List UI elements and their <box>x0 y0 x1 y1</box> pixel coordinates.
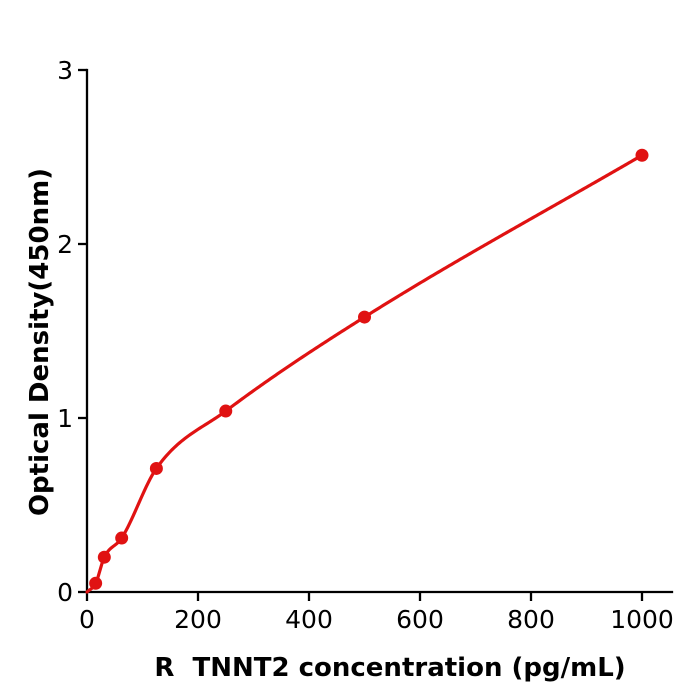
x-axis-ticks: 0 200 400 600 800 1000 <box>79 592 674 634</box>
x-tick-label: 0 <box>79 605 95 634</box>
x-tick-label: 1000 <box>610 605 674 634</box>
x-tick-label: 800 <box>507 605 555 634</box>
y-axis-title: Optical Density(450nm) <box>25 168 55 516</box>
data-point <box>115 531 129 545</box>
x-tick-label: 200 <box>174 605 222 634</box>
fit-curve-path <box>85 153 644 594</box>
fitted-curve <box>85 153 644 594</box>
y-axis-ticks: 0 1 2 3 <box>57 56 87 607</box>
data-point <box>635 148 649 162</box>
axes <box>85 68 674 594</box>
x-axis-title: R TNNT2 concentration (pg/mL) <box>154 653 625 683</box>
y-tick-label: 1 <box>57 404 73 433</box>
y-tick-label: 0 <box>57 578 73 607</box>
data-points <box>89 148 649 590</box>
data-point <box>149 461 163 475</box>
y-tick-label: 3 <box>57 56 73 85</box>
axis-spines <box>85 68 674 594</box>
data-point <box>358 310 371 324</box>
data-point <box>89 576 103 590</box>
data-point <box>219 404 233 418</box>
data-point <box>97 550 111 564</box>
x-tick-label: 600 <box>396 605 444 634</box>
y-tick-label: 2 <box>57 230 73 259</box>
x-tick-label: 400 <box>285 605 333 634</box>
